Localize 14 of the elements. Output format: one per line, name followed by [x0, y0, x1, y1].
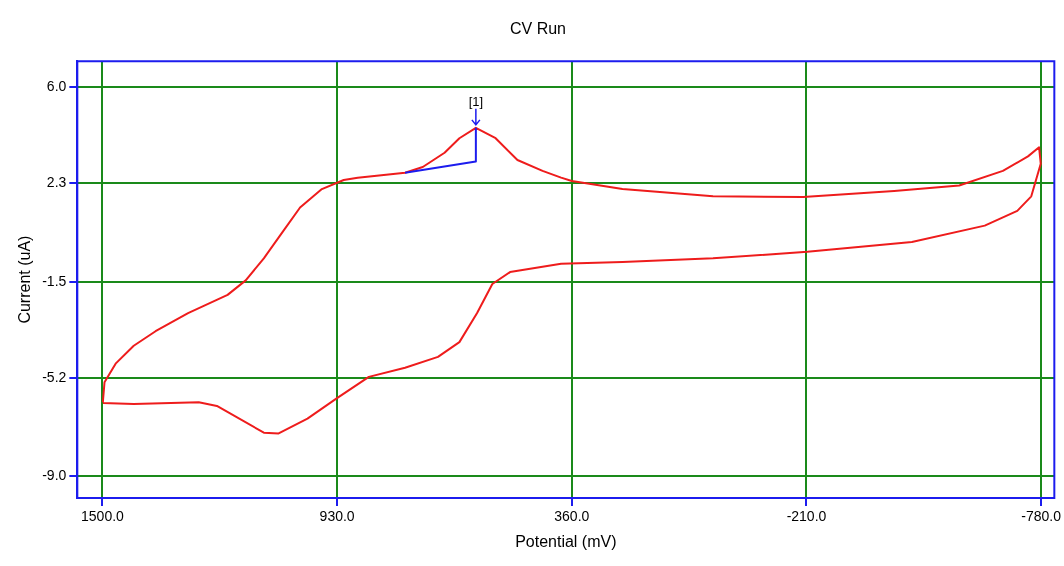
y-axis-title: Current (uA) — [16, 235, 34, 324]
y-tick-label: 6.0 — [46, 78, 67, 94]
y-tick-label: -1.5 — [42, 272, 67, 289]
x-tick-label: -780.0 — [1021, 508, 1062, 525]
x-tick-label: 930.0 — [319, 508, 355, 525]
y-tick-label: -5.2 — [42, 368, 67, 385]
x-tick-label: -210.0 — [786, 508, 827, 525]
x-axis-title: Potential (mV) — [515, 532, 617, 550]
chart-title: CV Run — [509, 20, 567, 38]
x-tick-label: 360.0 — [554, 508, 590, 525]
annotation: [1] — [468, 93, 484, 109]
x-tick-label: 1500.0 — [81, 508, 125, 525]
y-tick-label: -9.0 — [42, 467, 67, 484]
y-tick-label: 2.3 — [46, 173, 67, 190]
